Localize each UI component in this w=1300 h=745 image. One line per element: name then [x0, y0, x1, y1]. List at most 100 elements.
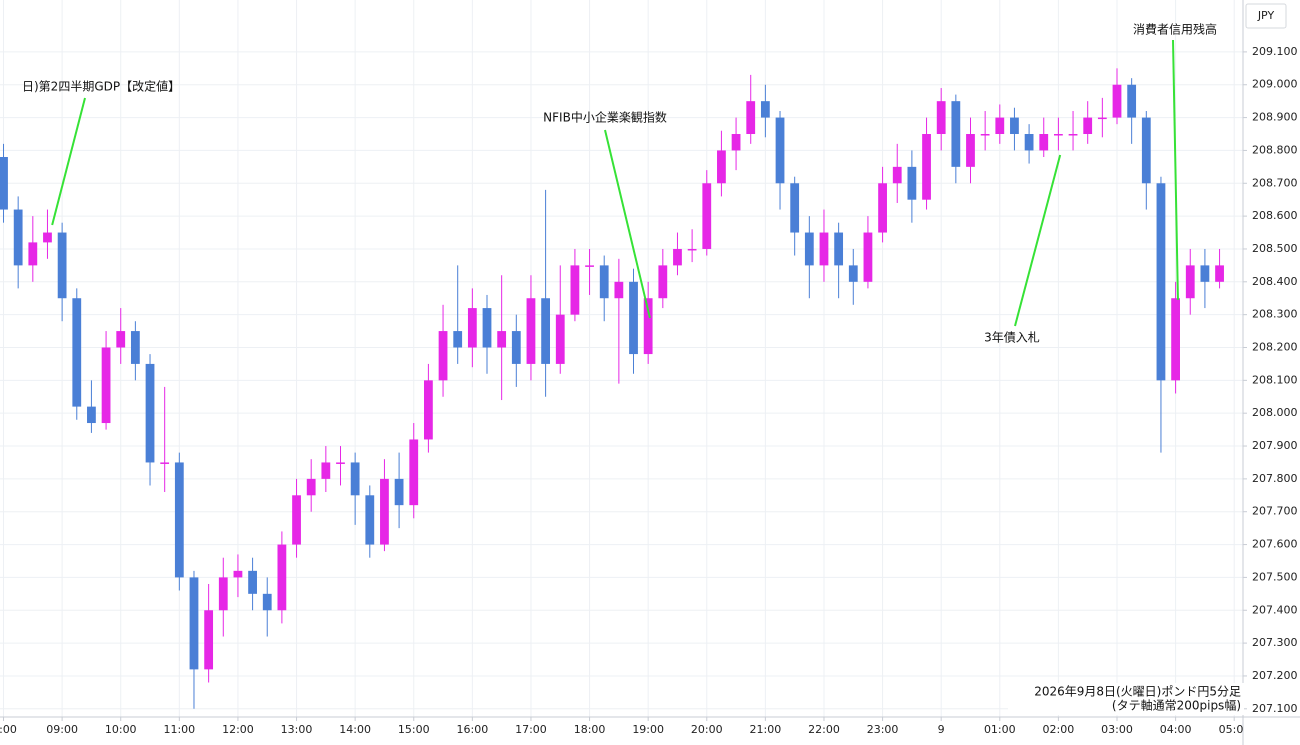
candle-body [731, 134, 741, 151]
y-tick-label: 207.200 [1252, 669, 1298, 682]
y-axis-unit: JPY [1257, 9, 1275, 22]
candle-body [116, 331, 126, 348]
x-tick-label: 23:00 [867, 723, 899, 736]
candle-body [878, 183, 887, 233]
candle-body [1185, 265, 1195, 299]
note-background [1008, 683, 1244, 715]
x-tick-label: 16:00 [457, 723, 489, 736]
x-axis-panel [0, 717, 1300, 745]
x-tick-label: 20:00 [691, 723, 723, 736]
candle-body [746, 101, 756, 135]
annotation-line [51, 97, 86, 226]
y-tick-label: 207.100 [1252, 702, 1298, 715]
candle-body [497, 331, 507, 348]
candle-body [57, 232, 67, 299]
candle-body [248, 570, 257, 594]
candle-body [511, 331, 521, 364]
y-tick-label: 207.300 [1252, 636, 1298, 649]
candle-body [1083, 117, 1093, 135]
candle-body [189, 577, 199, 670]
x-tick-label: 03:00 [1101, 723, 1133, 736]
y-tick-label: 207.600 [1252, 538, 1298, 551]
candle-body [702, 183, 712, 249]
x-tick-label: 11:00 [163, 723, 195, 736]
x-tick-label: 17:00 [515, 723, 547, 736]
candle-body [262, 593, 272, 611]
candle-body [409, 439, 419, 506]
candle-body [1215, 265, 1224, 282]
candle-body [614, 281, 624, 299]
unit-box [1245, 3, 1287, 29]
candle-body [1068, 134, 1078, 136]
candle-body [1156, 183, 1166, 381]
candle-body [526, 298, 536, 364]
candle-body [760, 101, 770, 118]
candle-body [922, 134, 931, 200]
candle-body [13, 209, 23, 266]
x-tick-label: 9 [938, 723, 945, 736]
x-tick-label: 12:00 [222, 723, 254, 736]
candle-body [980, 134, 990, 136]
x-tick-label: 14:00 [339, 723, 371, 736]
candle-body [1054, 134, 1063, 136]
annotation-text: NFIB中小企業楽観指数 [543, 110, 667, 125]
candle-body [555, 314, 565, 364]
y-tick-label: 208.900 [1252, 111, 1298, 124]
x-tick-label: 21:00 [750, 723, 782, 736]
candle-body [1010, 117, 1019, 135]
candle-body [892, 166, 902, 184]
annotation-line [1014, 154, 1062, 327]
candle-body [585, 265, 594, 267]
candle-body [87, 406, 96, 424]
candle-body [819, 232, 829, 266]
x-tick-label: 22:00 [808, 723, 840, 736]
candle-body [482, 308, 492, 348]
x-tick-label: 13:00 [281, 723, 313, 736]
candle-body [834, 232, 844, 266]
candle-body [1112, 84, 1122, 118]
candle-body [160, 462, 170, 464]
candle-body [951, 101, 961, 167]
candle-body [424, 380, 433, 440]
candle-body [1024, 134, 1034, 151]
candle-body [204, 610, 214, 670]
y-tick-label: 207.900 [1252, 439, 1298, 452]
candle-body [101, 347, 111, 424]
candle-body [1141, 117, 1151, 184]
candle-body [1039, 134, 1049, 151]
candles [0, 68, 1224, 709]
y-tick-label: 208.200 [1252, 340, 1298, 353]
candle-body [72, 298, 82, 407]
y-tick-label: 208.400 [1252, 275, 1298, 288]
x-tick-label: 18:00 [574, 723, 606, 736]
annotation-line [1172, 39, 1179, 300]
y-tick-label: 208.000 [1252, 406, 1298, 419]
candle-body [629, 281, 638, 355]
candle-body [541, 298, 551, 364]
candle-body [130, 331, 140, 364]
candle-body [174, 462, 184, 578]
y-tick-label: 208.500 [1252, 242, 1298, 255]
y-tick-label: 207.800 [1252, 472, 1298, 485]
candle-body [848, 265, 858, 282]
candle-body [790, 183, 800, 233]
x-tick-label: 19:00 [632, 723, 664, 736]
candle-body [394, 478, 404, 506]
y-tick-label: 208.100 [1252, 373, 1298, 386]
x-tick-label: 15:00 [398, 723, 430, 736]
x-tick-label: 05:0 [1219, 723, 1244, 736]
candle-body [218, 577, 228, 611]
candle-body [0, 156, 8, 210]
candle-body [336, 462, 345, 464]
candle-body [321, 462, 331, 479]
candle-body [277, 544, 287, 611]
candle-body [995, 117, 1005, 135]
y-tick-label: 208.600 [1252, 209, 1298, 222]
candle-body [673, 248, 682, 266]
candle-body [1200, 265, 1210, 282]
candle-body [966, 134, 975, 167]
candle-body [365, 495, 375, 545]
candle-body [687, 248, 697, 251]
